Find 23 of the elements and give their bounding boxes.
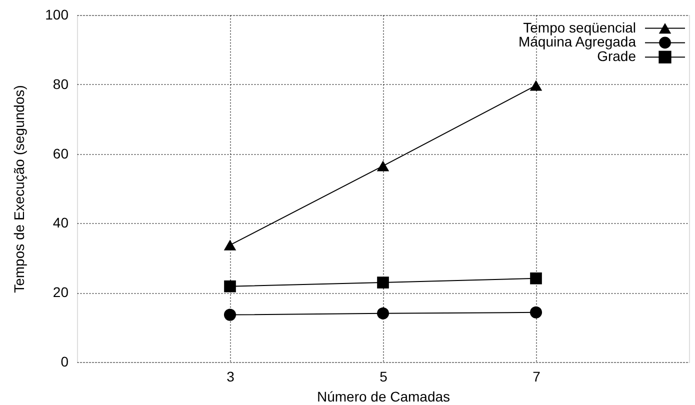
legend-label: Grade xyxy=(597,48,636,64)
x-axis-title: Número de Camadas xyxy=(316,388,450,404)
point xyxy=(376,307,390,320)
legend-label: Tempo seqüencial xyxy=(523,19,636,36)
y-tick-label: 20 xyxy=(52,284,69,300)
point xyxy=(530,306,542,318)
x-tick-label: 7 xyxy=(532,368,541,384)
point xyxy=(530,272,542,284)
point xyxy=(376,160,390,172)
legend-label: Máquina Agregada xyxy=(518,34,636,50)
point xyxy=(224,240,236,250)
y-tick-label: 40 xyxy=(52,214,69,231)
y-tick-label: 60 xyxy=(52,145,69,162)
point xyxy=(377,276,389,288)
y-axis-title: Tempos de Execução (segundos) xyxy=(11,85,28,293)
y-tick-label: 0 xyxy=(60,354,69,370)
point xyxy=(224,280,236,292)
y-tick-label: 80 xyxy=(52,76,69,92)
point xyxy=(224,308,236,321)
x-tick-label: 5 xyxy=(380,368,388,384)
y-tick-label: 100 xyxy=(45,6,69,22)
x-tick-label: 3 xyxy=(226,368,235,384)
point xyxy=(530,80,542,91)
